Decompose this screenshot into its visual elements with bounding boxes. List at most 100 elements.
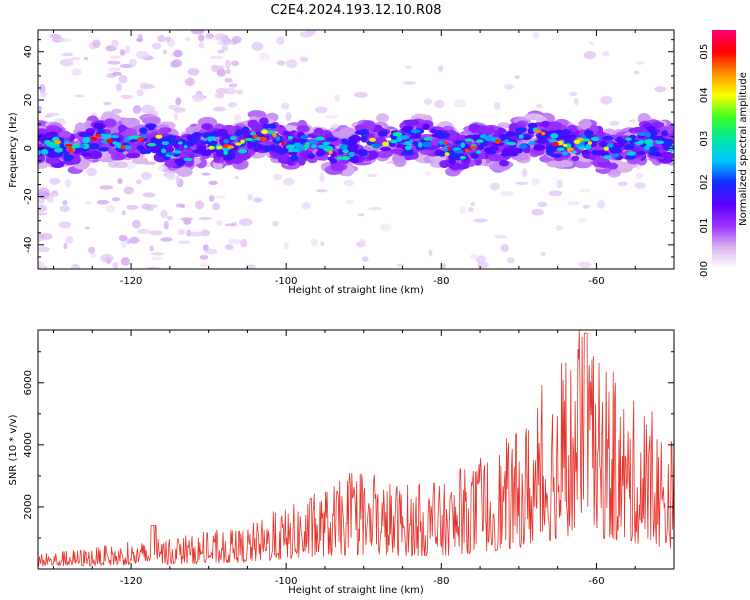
spectrogram-blob [405, 145, 412, 151]
spectrogram-blob [54, 140, 62, 145]
spectrogram-speckle [61, 52, 74, 57]
spectrogram-blob [585, 143, 592, 150]
spectrogram-speckle [146, 266, 161, 269]
spectrogram-blob [587, 141, 593, 145]
spectrogram-blob [93, 122, 104, 129]
spectrogram-speckle [227, 102, 237, 108]
spectrogram-blob [174, 158, 186, 165]
spectrogram-speckle [136, 89, 144, 97]
spectrogram-speckle [201, 172, 211, 176]
spectrogram-blob [464, 148, 470, 153]
spectrogram-blob [646, 132, 651, 138]
spectrogram-speckle [150, 256, 163, 261]
spectrogram-blob [453, 163, 470, 170]
spectrogram-speckle [64, 179, 72, 188]
spectrogram-blob [161, 141, 169, 146]
spectrogram-blob [412, 140, 420, 147]
spectrogram-blob [660, 151, 674, 159]
spectrogram-speckle [107, 60, 121, 65]
snr-xlabel: Height of straight line (km) [288, 585, 424, 596]
spectrogram-blob [392, 132, 403, 137]
spectrogram-speckle [216, 220, 223, 226]
spectrogram-speckle [469, 254, 479, 260]
spectrogram-blob [264, 123, 277, 128]
snr-xtick-label: -100 [275, 576, 298, 587]
spectrogram-blob [239, 152, 252, 160]
spectrogram-blob [216, 145, 223, 150]
spectrogram-speckle [157, 34, 166, 43]
colorbar-bar [712, 30, 736, 269]
spectrogram-speckle [609, 120, 620, 127]
spectrogram-xtick-label: -100 [275, 276, 298, 287]
spectrogram-blob [144, 123, 157, 129]
spectrogram-ytick-label: 20 [23, 94, 34, 107]
spectrogram-speckle [424, 171, 431, 176]
spectrogram-speckle [231, 60, 239, 67]
spectrogram-speckle [173, 107, 186, 113]
spectrogram-speckle [175, 175, 180, 185]
spectrogram-speckle [214, 92, 225, 99]
spectrogram-speckle [428, 249, 433, 257]
spectrogram-blob [200, 139, 209, 145]
spectrogram-speckle [205, 32, 214, 40]
spectrogram-blob [568, 127, 579, 133]
spectrogram-speckle [556, 179, 563, 189]
spectrogram-blob [418, 141, 423, 148]
spectrogram-speckle [142, 192, 156, 198]
spectrogram-blob [118, 124, 127, 132]
spectrogram-blob [208, 145, 215, 150]
spectrogram-blob [64, 143, 73, 147]
spectrogram-speckle [227, 238, 241, 244]
spectrogram-speckle [272, 220, 279, 227]
spectrogram-blob [317, 144, 328, 149]
spectrogram-speckle [189, 231, 203, 237]
spectrogram-speckle [506, 257, 515, 264]
spectrogram-blob [402, 125, 413, 131]
spectrogram-speckle [224, 244, 234, 251]
spectrogram-blob [348, 151, 355, 157]
spectrogram-blob [252, 142, 259, 148]
spectrogram-speckle [459, 205, 466, 214]
spectrogram-blob [480, 126, 496, 136]
spectrogram-blob [38, 133, 45, 140]
spectrogram-blob [434, 130, 444, 137]
spectrogram-speckle [217, 49, 225, 54]
spectrogram-speckle [160, 237, 173, 242]
spectrogram-blob [602, 135, 614, 141]
spectrogram-blob [300, 135, 310, 139]
spectrogram-speckle [121, 210, 126, 216]
spectrogram-blob [634, 141, 644, 145]
snr-series-line [38, 330, 674, 567]
spectrogram-blob [579, 118, 592, 130]
spectrogram-speckle [299, 30, 314, 38]
spectrogram-blob [494, 138, 501, 144]
spectrogram-speckle [121, 240, 127, 249]
spectrogram-blob [514, 147, 523, 154]
spectrogram-blob [74, 122, 87, 133]
spectrogram-speckle [285, 59, 298, 69]
spectrogram-speckle [123, 186, 134, 195]
spectrogram-blob [528, 122, 538, 129]
spectrogram-blob [139, 127, 148, 135]
spectrogram-blob [259, 117, 269, 125]
spectrogram-speckle [515, 181, 529, 185]
spectrogram-speckle [440, 263, 447, 269]
spectrogram-speckle [240, 238, 248, 248]
spectrogram-speckle [489, 182, 500, 191]
spectrogram-blob [201, 123, 213, 130]
spectrogram-speckle [186, 229, 192, 237]
spectrogram-blob [229, 136, 237, 141]
spectrogram-blob [372, 143, 381, 149]
spectrogram-speckle [140, 203, 152, 210]
spectrogram-blob [237, 148, 248, 154]
spectrogram-speckle [579, 188, 592, 193]
spectrogram-speckle [107, 161, 120, 168]
spectrogram-blob [598, 141, 608, 147]
spectrogram-blob [379, 131, 388, 137]
spectrogram-blob [285, 144, 295, 150]
colorbar-tick-label: 0.0 [699, 261, 710, 277]
spectrogram-blob [637, 132, 647, 137]
spectrogram-speckle [149, 230, 163, 236]
spectrogram-speckle [212, 202, 221, 211]
spectrogram-speckle [125, 45, 131, 54]
